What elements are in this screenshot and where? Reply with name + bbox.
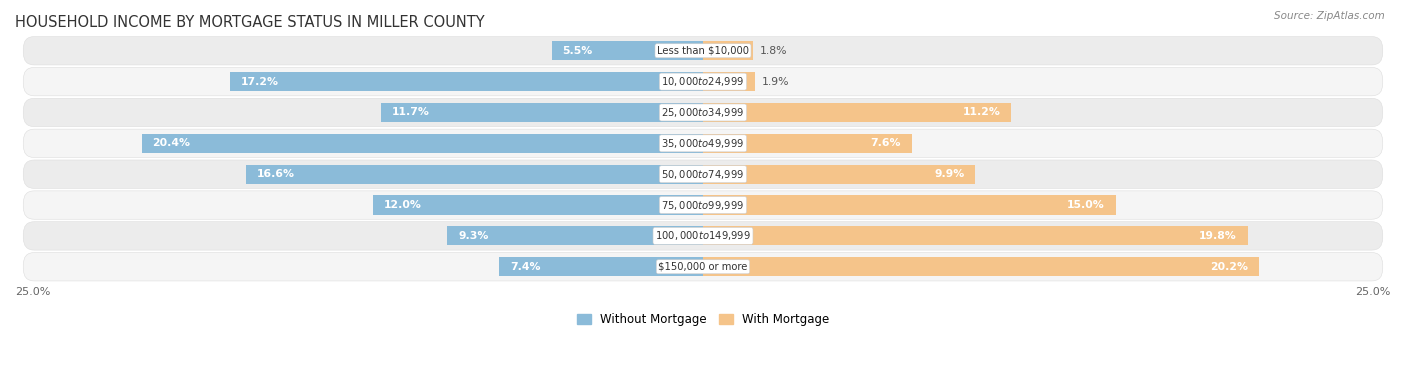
Text: 17.2%: 17.2% bbox=[240, 77, 278, 87]
Bar bbox=[142, 134, 703, 153]
Text: $100,000 to $149,999: $100,000 to $149,999 bbox=[655, 229, 751, 242]
FancyBboxPatch shape bbox=[24, 160, 1382, 188]
Text: $10,000 to $24,999: $10,000 to $24,999 bbox=[661, 75, 745, 88]
Bar bbox=[381, 103, 703, 122]
Text: Source: ZipAtlas.com: Source: ZipAtlas.com bbox=[1274, 11, 1385, 21]
Text: 16.6%: 16.6% bbox=[257, 169, 295, 179]
Bar bbox=[373, 195, 703, 215]
Bar bbox=[499, 257, 703, 276]
Text: 1.8%: 1.8% bbox=[759, 46, 787, 56]
Text: $35,000 to $49,999: $35,000 to $49,999 bbox=[661, 137, 745, 150]
Text: Less than $10,000: Less than $10,000 bbox=[657, 46, 749, 56]
Text: 15.0%: 15.0% bbox=[1067, 200, 1105, 210]
Bar bbox=[703, 226, 1249, 245]
Legend: Without Mortgage, With Mortgage: Without Mortgage, With Mortgage bbox=[572, 308, 834, 331]
FancyBboxPatch shape bbox=[24, 253, 1382, 281]
Bar bbox=[703, 257, 1258, 276]
FancyBboxPatch shape bbox=[24, 67, 1382, 96]
Bar bbox=[703, 72, 755, 91]
Text: 5.5%: 5.5% bbox=[562, 46, 593, 56]
FancyBboxPatch shape bbox=[24, 37, 1382, 65]
Text: 11.2%: 11.2% bbox=[962, 107, 1000, 118]
Text: 7.6%: 7.6% bbox=[870, 138, 901, 148]
Text: $25,000 to $34,999: $25,000 to $34,999 bbox=[661, 106, 745, 119]
Text: 11.7%: 11.7% bbox=[392, 107, 430, 118]
Bar bbox=[447, 226, 703, 245]
Bar bbox=[703, 41, 752, 60]
Text: 7.4%: 7.4% bbox=[510, 262, 541, 272]
Bar bbox=[551, 41, 703, 60]
Text: 9.3%: 9.3% bbox=[458, 231, 488, 241]
Text: 19.8%: 19.8% bbox=[1199, 231, 1237, 241]
Text: 1.9%: 1.9% bbox=[762, 77, 790, 87]
Text: HOUSEHOLD INCOME BY MORTGAGE STATUS IN MILLER COUNTY: HOUSEHOLD INCOME BY MORTGAGE STATUS IN M… bbox=[15, 15, 485, 30]
Text: $50,000 to $74,999: $50,000 to $74,999 bbox=[661, 168, 745, 181]
Text: 20.2%: 20.2% bbox=[1211, 262, 1249, 272]
Bar bbox=[703, 134, 912, 153]
FancyBboxPatch shape bbox=[24, 129, 1382, 158]
Bar bbox=[703, 103, 1011, 122]
Bar bbox=[703, 165, 976, 184]
Text: 25.0%: 25.0% bbox=[15, 287, 51, 297]
Bar bbox=[229, 72, 703, 91]
Text: 20.4%: 20.4% bbox=[153, 138, 191, 148]
Text: 9.9%: 9.9% bbox=[934, 169, 965, 179]
Text: 12.0%: 12.0% bbox=[384, 200, 422, 210]
FancyBboxPatch shape bbox=[24, 222, 1382, 250]
FancyBboxPatch shape bbox=[24, 191, 1382, 219]
Bar bbox=[703, 195, 1116, 215]
Text: $75,000 to $99,999: $75,000 to $99,999 bbox=[661, 198, 745, 212]
Bar bbox=[246, 165, 703, 184]
FancyBboxPatch shape bbox=[24, 98, 1382, 127]
Text: $150,000 or more: $150,000 or more bbox=[658, 262, 748, 272]
Text: 25.0%: 25.0% bbox=[1355, 287, 1391, 297]
